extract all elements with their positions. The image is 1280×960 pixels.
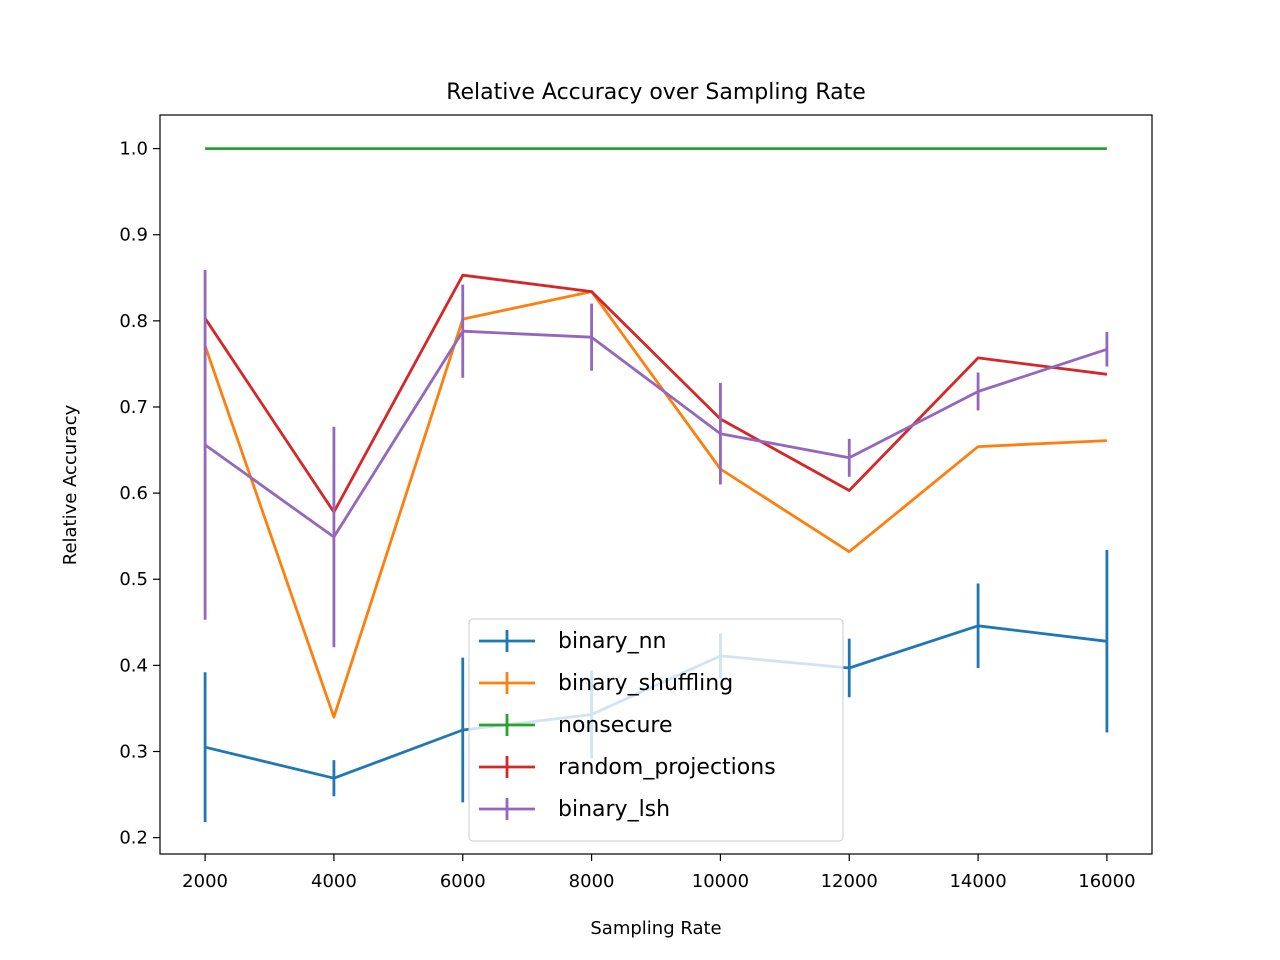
legend-entry: binary_lsh bbox=[479, 797, 670, 822]
series-binary_lsh bbox=[203, 270, 1109, 648]
series-line bbox=[203, 273, 1108, 514]
legend-entry: binary_nn bbox=[479, 629, 666, 654]
legend-label: binary_lsh bbox=[558, 797, 670, 822]
y-tick-label: 0.2 bbox=[119, 828, 148, 849]
legend: binary_nn binary_shuffling nonsecure random… bbox=[468, 618, 844, 842]
y-tick-label: 0.8 bbox=[119, 311, 148, 332]
y-tick-label: 0.9 bbox=[119, 225, 148, 246]
x-tick-label: 12000 bbox=[821, 871, 878, 892]
y-tick-label: 0.4 bbox=[119, 655, 148, 676]
x-tick-label: 14000 bbox=[949, 871, 1006, 892]
series-random_projections bbox=[203, 273, 1108, 514]
legend-entry: random_projections bbox=[479, 755, 776, 780]
legend-box bbox=[468, 618, 844, 842]
x-axis-label: Sampling Rate bbox=[590, 918, 721, 939]
plot-area bbox=[203, 147, 1109, 823]
series-line bbox=[203, 290, 1107, 719]
series-binary_shuffling bbox=[203, 290, 1107, 719]
x-tick-label: 6000 bbox=[440, 871, 486, 892]
axis-ticks: 2000 4000 6000 8000 10000 12000 14000 16000 0.2 0… bbox=[119, 139, 1135, 892]
chart-title: Relative Accuracy over Sampling Rate bbox=[446, 80, 866, 105]
y-tick-label: 0.7 bbox=[119, 397, 148, 418]
y-axis-label: Relative Accuracy bbox=[60, 404, 81, 565]
legend-label: random_projections bbox=[558, 755, 776, 780]
legend-label: binary_shuffling bbox=[558, 671, 733, 696]
x-tick-label: 2000 bbox=[182, 871, 228, 892]
series-line bbox=[204, 329, 1108, 539]
y-tick-label: 1.0 bbox=[119, 139, 148, 160]
legend-entry: binary_shuffling bbox=[479, 671, 733, 696]
x-tick-label: 10000 bbox=[692, 871, 749, 892]
axes-frame bbox=[159, 114, 1153, 855]
legend-label: nonsecure bbox=[558, 713, 672, 738]
x-tick-label: 4000 bbox=[311, 871, 357, 892]
y-tick-label: 0.3 bbox=[119, 742, 148, 763]
y-tick-label: 0.5 bbox=[119, 569, 148, 590]
x-tick-label: 16000 bbox=[1078, 871, 1135, 892]
legend-entry: nonsecure bbox=[479, 713, 672, 738]
y-tick-label: 0.6 bbox=[119, 483, 148, 504]
x-tick-label: 8000 bbox=[569, 871, 615, 892]
legend-label: binary_nn bbox=[558, 629, 666, 654]
